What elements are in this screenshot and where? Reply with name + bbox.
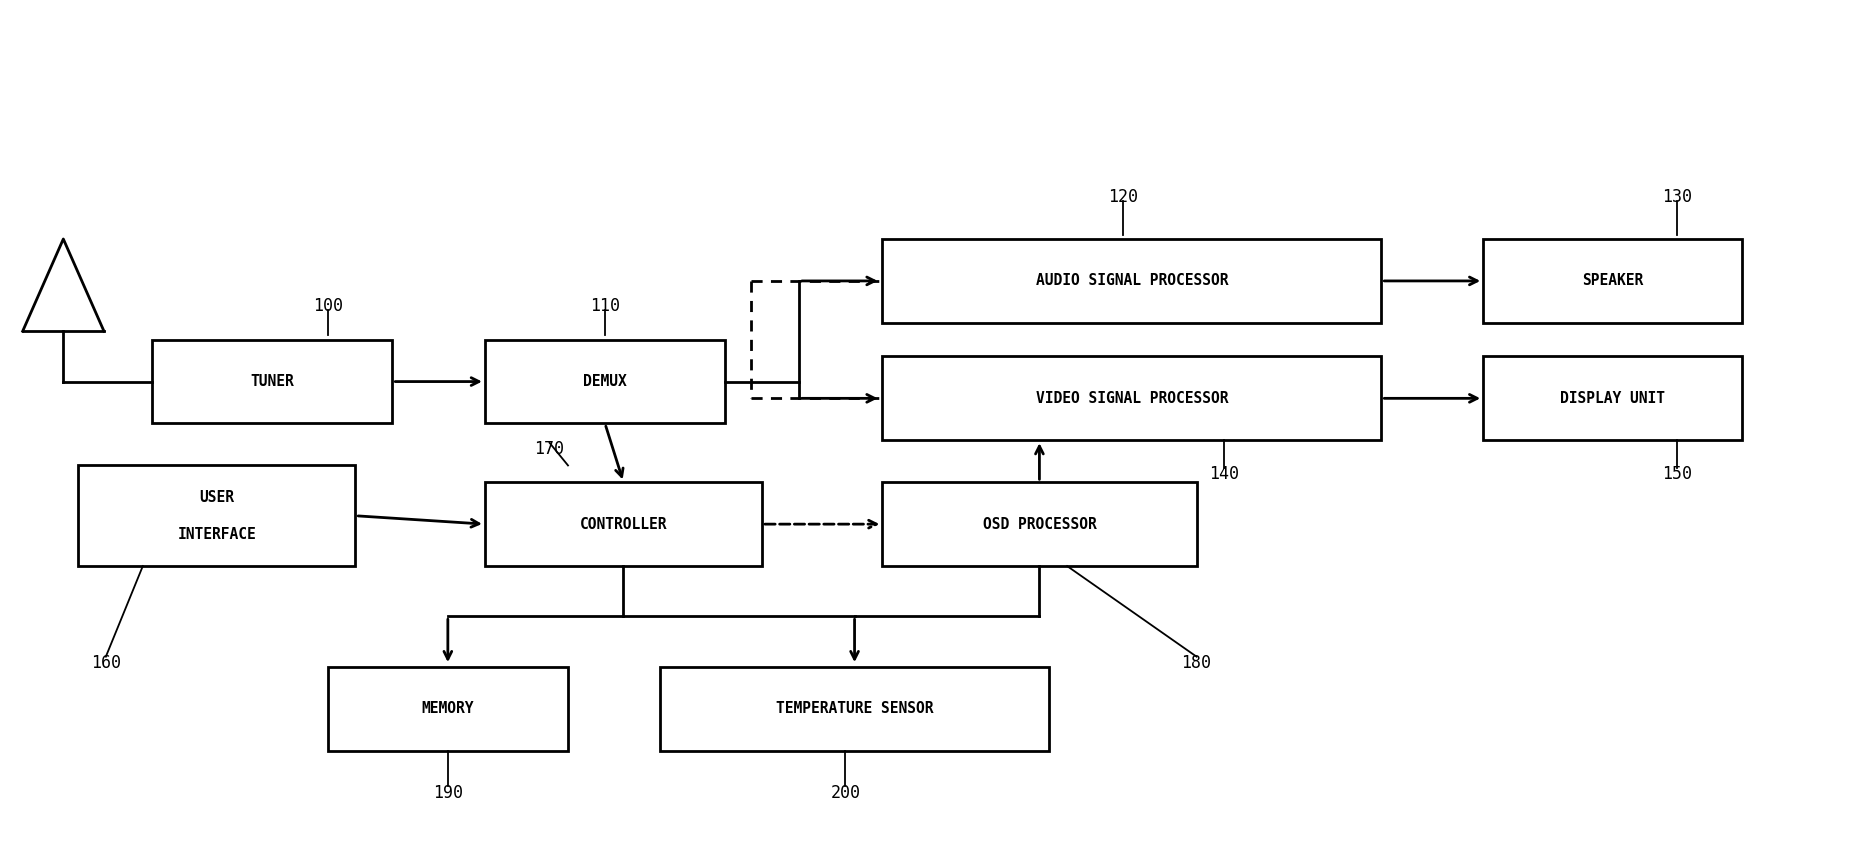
Bar [485,340,724,424]
Bar [661,667,1049,750]
Text: 120: 120 [1107,188,1138,206]
Bar [78,466,355,566]
Bar [882,239,1382,323]
Bar [152,340,392,424]
Bar [882,357,1382,440]
Bar [327,667,568,750]
Text: AUDIO SIGNAL PROCESSOR: AUDIO SIGNAL PROCESSOR [1036,274,1227,289]
Text: MEMORY: MEMORY [422,701,474,717]
Text: 140: 140 [1209,465,1239,483]
Text: 190: 190 [433,783,462,801]
Text: VIDEO SIGNAL PROCESSOR: VIDEO SIGNAL PROCESSOR [1036,390,1227,406]
Text: 160: 160 [91,654,121,672]
Text: TUNER: TUNER [251,374,293,389]
Text: 150: 150 [1662,465,1692,483]
Text: CONTROLLER: CONTROLLER [579,517,667,532]
Bar [1484,239,1742,323]
Text: DISPLAY UNIT: DISPLAY UNIT [1560,390,1666,406]
Text: INTERFACE: INTERFACE [178,527,256,542]
Text: 110: 110 [591,297,620,315]
Text: 200: 200 [830,783,860,801]
Text: DEMUX: DEMUX [583,374,628,389]
Text: 130: 130 [1662,188,1692,206]
Text: 180: 180 [1181,654,1211,672]
Bar [882,482,1196,566]
Text: TEMPERATURE SENSOR: TEMPERATURE SENSOR [776,701,934,717]
Bar [1484,357,1742,440]
Text: USER: USER [199,490,234,505]
Text: 170: 170 [535,440,565,457]
Text: 100: 100 [312,297,344,315]
Bar [485,482,761,566]
Text: OSD PROCESSOR: OSD PROCESSOR [982,517,1096,532]
Text: SPEAKER: SPEAKER [1582,274,1643,289]
